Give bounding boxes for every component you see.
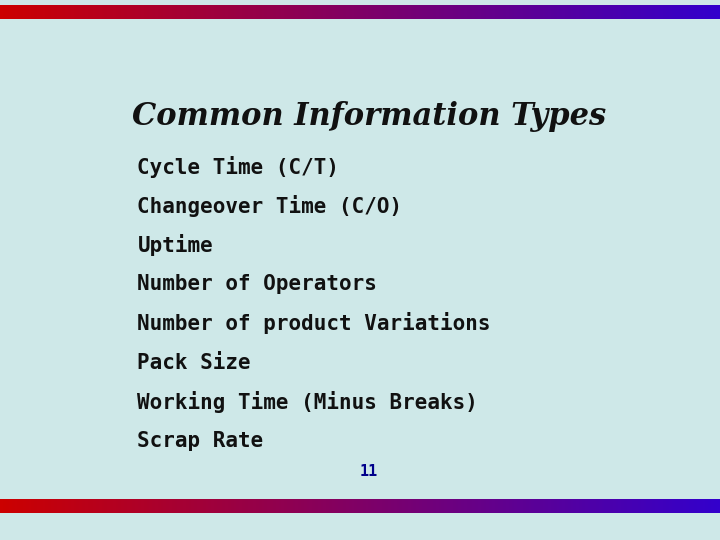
Text: Changeover Time (C/O): Changeover Time (C/O) [138, 195, 402, 217]
Text: Cycle Time (C/T): Cycle Time (C/T) [138, 156, 339, 178]
Text: 11: 11 [360, 464, 378, 479]
Text: Number of Operators: Number of Operators [138, 274, 377, 294]
Text: Common Information Types: Common Information Types [132, 102, 606, 132]
Text: Pack Size: Pack Size [138, 353, 251, 373]
Text: Working Time (Minus Breaks): Working Time (Minus Breaks) [138, 391, 478, 413]
Text: Number of product Variations: Number of product Variations [138, 313, 491, 334]
Text: Scrap Rate: Scrap Rate [138, 431, 264, 451]
Text: Uptime: Uptime [138, 234, 213, 256]
